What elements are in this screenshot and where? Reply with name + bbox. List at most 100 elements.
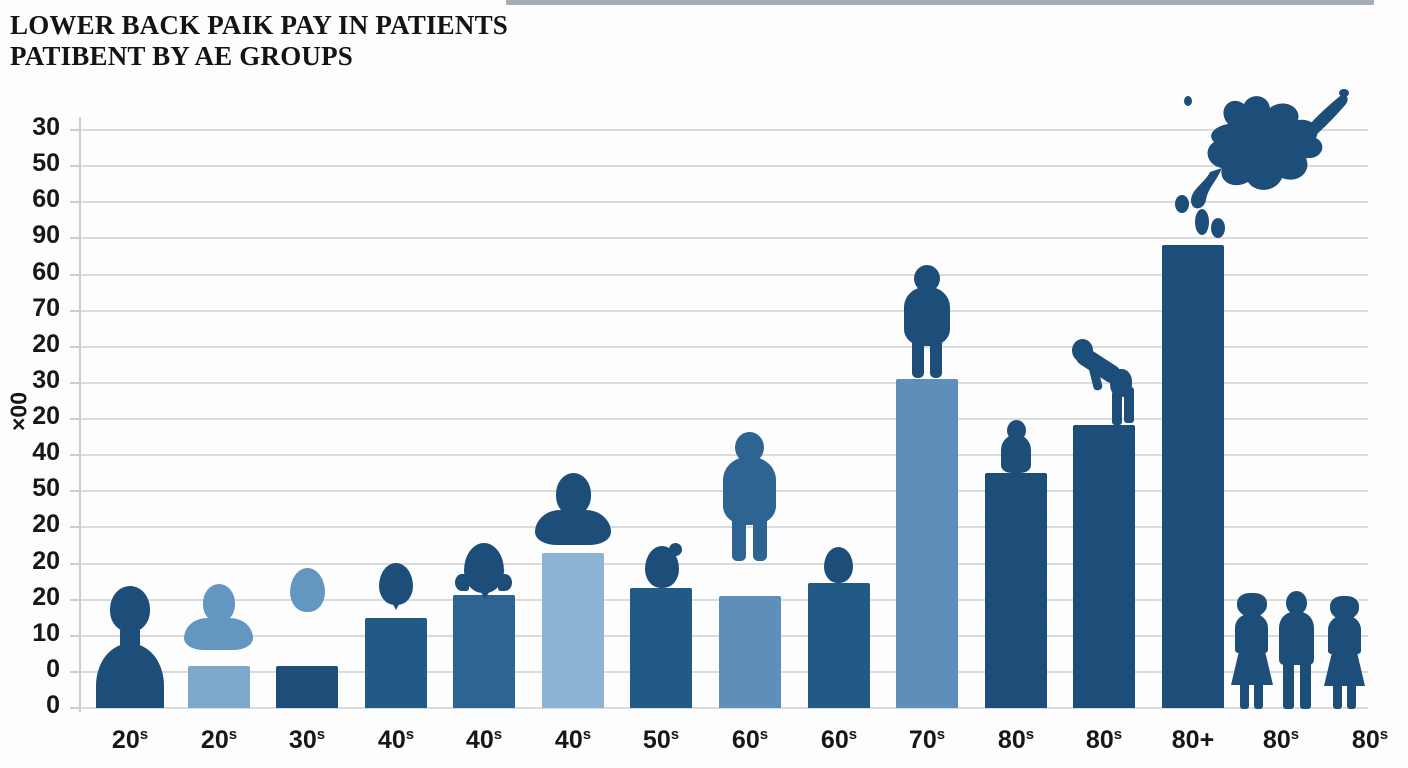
x-tick-label: 80s <box>1236 726 1326 755</box>
x-tick-base: 60 <box>820 726 849 754</box>
y-tick-label: 90 <box>32 221 60 249</box>
shoulder-left <box>455 574 469 591</box>
y-tick-label: 20 <box>32 330 60 358</box>
x-tick-base: 80 <box>1351 726 1380 754</box>
y-tick-label: 30 <box>32 113 60 141</box>
figure-bust <box>184 584 253 650</box>
y-tick-label: 50 <box>32 474 60 502</box>
page-title-line-2: PATIBENT BY AE GROUPS <box>10 41 354 71</box>
bust-head <box>556 473 591 515</box>
gridline <box>80 707 1368 709</box>
gridline <box>80 526 1368 528</box>
gridline <box>80 310 1368 312</box>
y-axis-tick <box>70 635 80 637</box>
x-tick-suffix: s <box>670 726 680 743</box>
bar <box>808 583 870 708</box>
skirt-torso <box>1328 616 1361 654</box>
figure-person-bent <box>1072 337 1136 425</box>
pants-head <box>1286 591 1307 615</box>
x-tick-label: 60s <box>705 726 795 755</box>
x-tick-base: 40 <box>554 726 583 754</box>
x-tick-suffix: s <box>936 726 946 743</box>
x-tick-base: 20 <box>111 726 140 754</box>
pants-torso <box>1279 612 1314 665</box>
x-tick-suffix: s <box>848 726 858 743</box>
x-tick-label: 80s <box>1059 726 1149 755</box>
x-tick-suffix: s <box>1290 726 1300 743</box>
figure-head <box>290 568 325 612</box>
y-tick-label: 20 <box>32 583 60 611</box>
y-tick-label: 10 <box>32 619 60 647</box>
x-tick-suffix: s <box>316 726 326 743</box>
chin-point <box>389 597 403 610</box>
x-tick-label: 80s <box>1325 726 1408 755</box>
head-shape <box>290 568 325 612</box>
figure-head <box>645 543 682 588</box>
bust-shoulders <box>535 510 611 545</box>
gridline <box>80 274 1368 276</box>
x-tick-label: 80+ <box>1148 726 1238 755</box>
bar <box>542 553 604 708</box>
page-title-line-1: LOWER BACK PAIK PAY IN PATIENTS <box>10 10 509 40</box>
pants-leg-left <box>1283 659 1294 709</box>
x-tick-base: 70 <box>908 726 937 754</box>
figure-head <box>824 547 853 583</box>
y-axis-tick <box>70 490 80 492</box>
figure-person-skirt <box>1231 593 1273 709</box>
y-tick-label: 20 <box>32 547 60 575</box>
gridline <box>80 201 1368 203</box>
y-axis-line <box>79 117 81 712</box>
chin-point <box>476 584 494 599</box>
x-tick-base: 60 <box>731 726 760 754</box>
bar <box>896 379 958 708</box>
skirt-leg-right <box>1254 681 1263 709</box>
y-axis-tick <box>70 201 80 203</box>
figure-person-skirt <box>1324 596 1365 709</box>
bust-shoulders <box>184 618 253 650</box>
x-tick-base: 80 <box>1262 726 1291 754</box>
x-tick-label: 40s <box>351 726 441 755</box>
figure-head <box>379 563 413 610</box>
person-bust-bar-head <box>110 586 150 632</box>
y-tick-label: 40 <box>32 438 60 466</box>
x-tick-label: 50s <box>616 726 706 755</box>
figure-bust <box>535 473 611 545</box>
x-tick-label: 60s <box>794 726 884 755</box>
y-axis-tick <box>70 418 80 420</box>
y-tick-label: 0 <box>46 691 60 719</box>
skirt-leg-left <box>1333 682 1342 709</box>
y-axis-tick <box>70 382 80 384</box>
x-tick-label: 80s <box>971 726 1061 755</box>
x-tick-suffix: s <box>228 726 238 743</box>
figure-person-crouch <box>999 420 1033 473</box>
x-tick-suffix: s <box>493 726 503 743</box>
gridline <box>80 165 1368 167</box>
y-tick-label: 60 <box>32 258 60 286</box>
person-leg-right <box>930 337 942 378</box>
bar <box>188 666 250 708</box>
gridline <box>80 129 1368 131</box>
hair-bun <box>669 543 682 556</box>
x-tick-suffix: + <box>1199 726 1215 754</box>
bent-leg-front <box>1112 391 1122 425</box>
bar <box>985 473 1047 708</box>
bent-leg-back <box>1124 387 1134 423</box>
y-tick-label: 70 <box>32 294 60 322</box>
page-title: LOWER BACK PAIK PAY IN PATIENTS PATIBENT… <box>10 10 508 72</box>
x-tick-label: 20s <box>174 726 264 755</box>
y-tick-label: 0 <box>46 655 60 683</box>
x-tick-base: 30 <box>288 726 317 754</box>
top-edge-strip <box>506 0 1374 5</box>
bust-head <box>203 584 235 622</box>
x-tick-suffix: s <box>1113 726 1123 743</box>
y-tick-label: 30 <box>32 366 60 394</box>
figure-person-pants <box>1279 591 1314 709</box>
y-axis-tick <box>70 237 80 239</box>
x-tick-suffix: s <box>759 726 769 743</box>
x-tick-label: 40s <box>528 726 618 755</box>
y-axis-tick <box>70 563 80 565</box>
head-shape <box>824 547 853 583</box>
x-tick-suffix: s <box>1379 726 1389 743</box>
person-bust-bar-neck <box>120 630 140 648</box>
